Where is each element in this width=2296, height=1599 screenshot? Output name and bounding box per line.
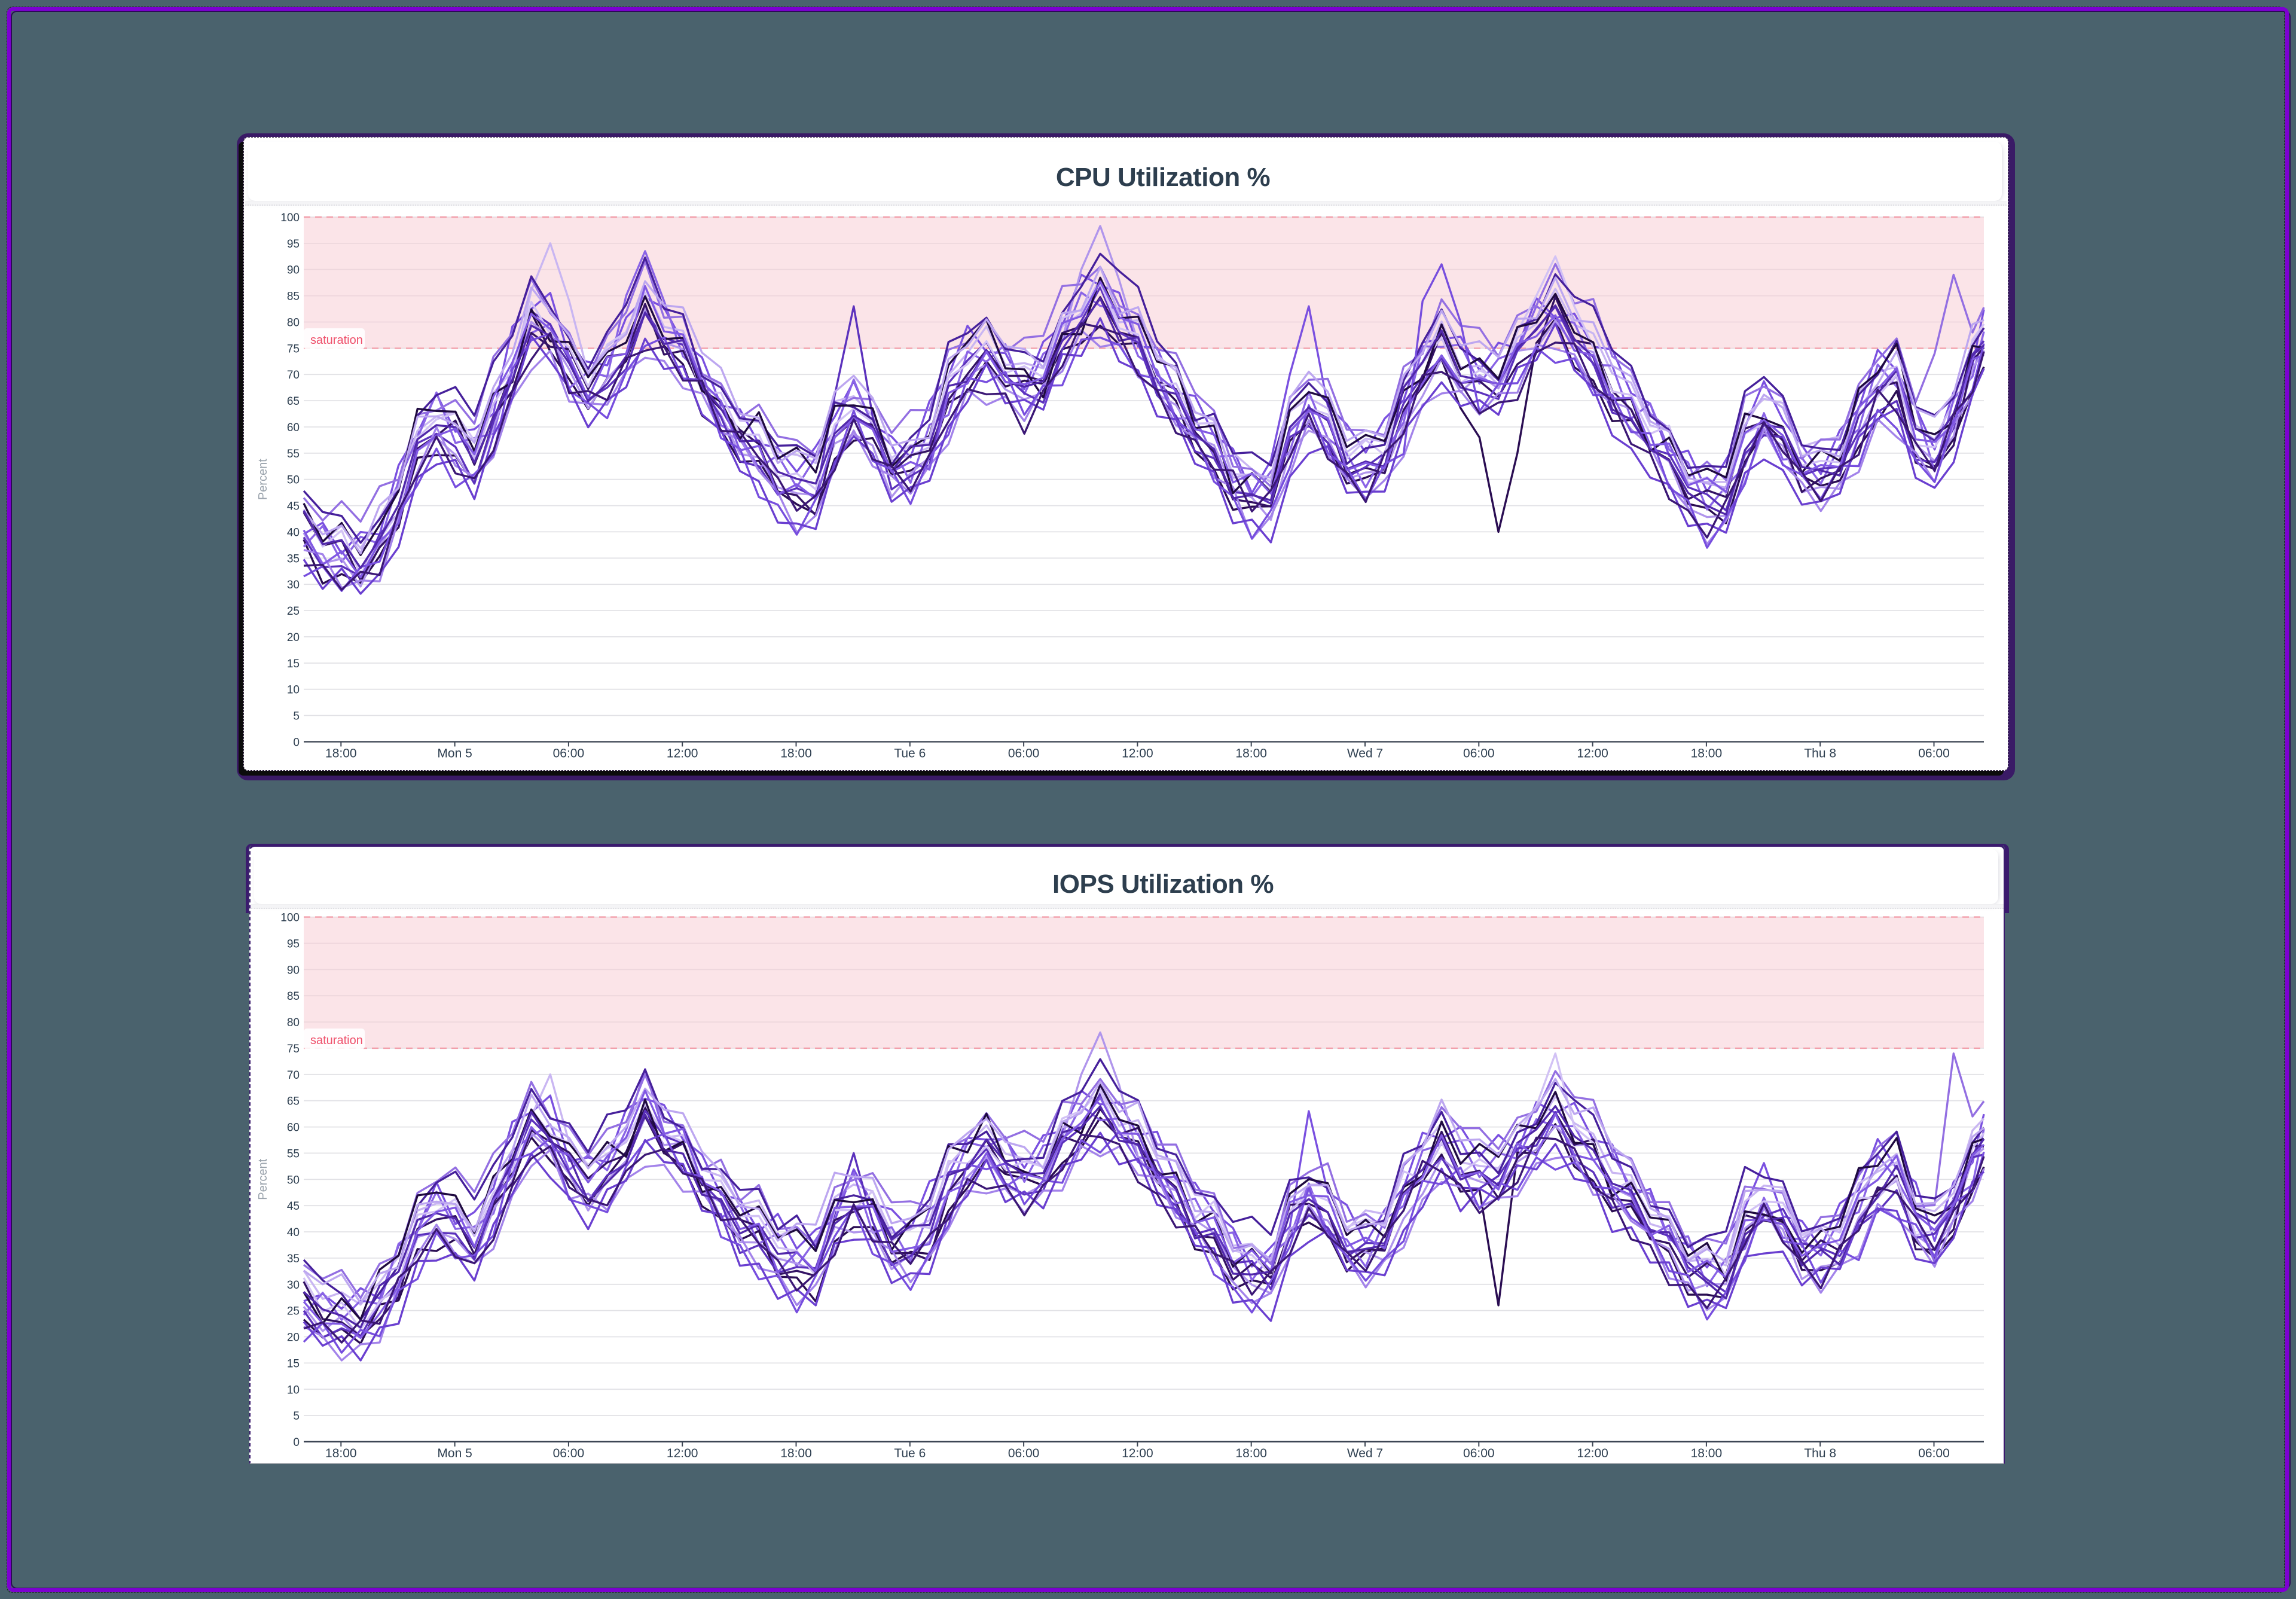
svg-text:70: 70 xyxy=(287,369,300,382)
svg-text:12:00: 12:00 xyxy=(1577,1447,1608,1460)
svg-text:25: 25 xyxy=(287,605,300,618)
svg-text:40: 40 xyxy=(287,526,300,539)
svg-text:18:00: 18:00 xyxy=(1235,1447,1267,1460)
svg-text:10: 10 xyxy=(287,684,300,697)
svg-text:12:00: 12:00 xyxy=(667,1447,698,1460)
svg-text:75: 75 xyxy=(287,343,300,355)
svg-text:50: 50 xyxy=(287,474,300,487)
svg-text:0: 0 xyxy=(293,736,300,749)
svg-text:06:00: 06:00 xyxy=(553,746,585,760)
svg-text:25: 25 xyxy=(287,1305,300,1318)
svg-text:Percent: Percent xyxy=(257,1158,270,1200)
svg-text:Thu 8: Thu 8 xyxy=(1804,1447,1836,1460)
svg-text:06:00: 06:00 xyxy=(1463,746,1495,760)
svg-text:30: 30 xyxy=(287,1279,300,1292)
svg-text:18:00: 18:00 xyxy=(1691,1447,1723,1460)
svg-text:85: 85 xyxy=(287,990,300,1003)
svg-text:20: 20 xyxy=(287,631,300,644)
svg-text:100: 100 xyxy=(280,912,300,924)
svg-text:Wed 7: Wed 7 xyxy=(1347,1447,1383,1460)
svg-text:40: 40 xyxy=(287,1226,300,1239)
svg-text:18:00: 18:00 xyxy=(325,1447,357,1460)
svg-text:Mon 5: Mon 5 xyxy=(437,746,472,760)
svg-text:Percent: Percent xyxy=(257,459,270,500)
svg-text:60: 60 xyxy=(287,422,300,434)
svg-text:35: 35 xyxy=(287,553,300,565)
svg-text:12:00: 12:00 xyxy=(1122,1447,1153,1460)
svg-text:45: 45 xyxy=(287,1200,300,1213)
svg-text:0: 0 xyxy=(293,1436,300,1449)
svg-text:saturation: saturation xyxy=(310,1034,363,1047)
svg-text:Wed 7: Wed 7 xyxy=(1347,746,1383,760)
svg-text:10: 10 xyxy=(287,1384,300,1396)
svg-text:100: 100 xyxy=(280,212,300,224)
svg-text:06:00: 06:00 xyxy=(1918,1447,1950,1460)
svg-text:saturation: saturation xyxy=(310,334,363,347)
svg-text:45: 45 xyxy=(287,501,300,513)
svg-text:12:00: 12:00 xyxy=(1577,746,1608,760)
svg-text:65: 65 xyxy=(287,1096,300,1108)
svg-text:12:00: 12:00 xyxy=(1122,746,1153,760)
svg-text:5: 5 xyxy=(293,1410,300,1423)
svg-text:5: 5 xyxy=(293,710,300,723)
svg-text:30: 30 xyxy=(287,579,300,591)
svg-text:18:00: 18:00 xyxy=(325,746,357,760)
svg-text:12:00: 12:00 xyxy=(667,746,698,760)
svg-text:55: 55 xyxy=(287,1148,300,1160)
svg-text:15: 15 xyxy=(287,658,300,670)
svg-text:70: 70 xyxy=(287,1069,300,1082)
svg-text:80: 80 xyxy=(287,317,300,329)
svg-text:75: 75 xyxy=(287,1043,300,1055)
svg-text:06:00: 06:00 xyxy=(1008,746,1040,760)
svg-text:Mon 5: Mon 5 xyxy=(437,1447,472,1460)
svg-text:35: 35 xyxy=(287,1253,300,1265)
svg-text:06:00: 06:00 xyxy=(1463,1447,1495,1460)
svg-text:Tue 6: Tue 6 xyxy=(894,1447,926,1460)
svg-text:18:00: 18:00 xyxy=(780,1447,812,1460)
svg-text:80: 80 xyxy=(287,1017,300,1029)
svg-text:50: 50 xyxy=(287,1174,300,1186)
svg-text:85: 85 xyxy=(287,291,300,303)
svg-text:95: 95 xyxy=(287,938,300,951)
svg-text:55: 55 xyxy=(287,448,300,460)
svg-text:65: 65 xyxy=(287,395,300,408)
svg-text:06:00: 06:00 xyxy=(553,1447,585,1460)
svg-text:90: 90 xyxy=(287,964,300,977)
svg-text:18:00: 18:00 xyxy=(780,746,812,760)
svg-text:06:00: 06:00 xyxy=(1008,1447,1040,1460)
svg-text:95: 95 xyxy=(287,238,300,251)
svg-text:18:00: 18:00 xyxy=(1691,746,1723,760)
svg-text:Tue 6: Tue 6 xyxy=(894,746,926,760)
svg-text:18:00: 18:00 xyxy=(1235,746,1267,760)
svg-text:90: 90 xyxy=(287,264,300,277)
svg-text:20: 20 xyxy=(287,1332,300,1344)
svg-text:15: 15 xyxy=(287,1357,300,1370)
svg-text:06:00: 06:00 xyxy=(1918,746,1950,760)
svg-text:Thu 8: Thu 8 xyxy=(1804,746,1836,760)
svg-text:60: 60 xyxy=(287,1122,300,1134)
